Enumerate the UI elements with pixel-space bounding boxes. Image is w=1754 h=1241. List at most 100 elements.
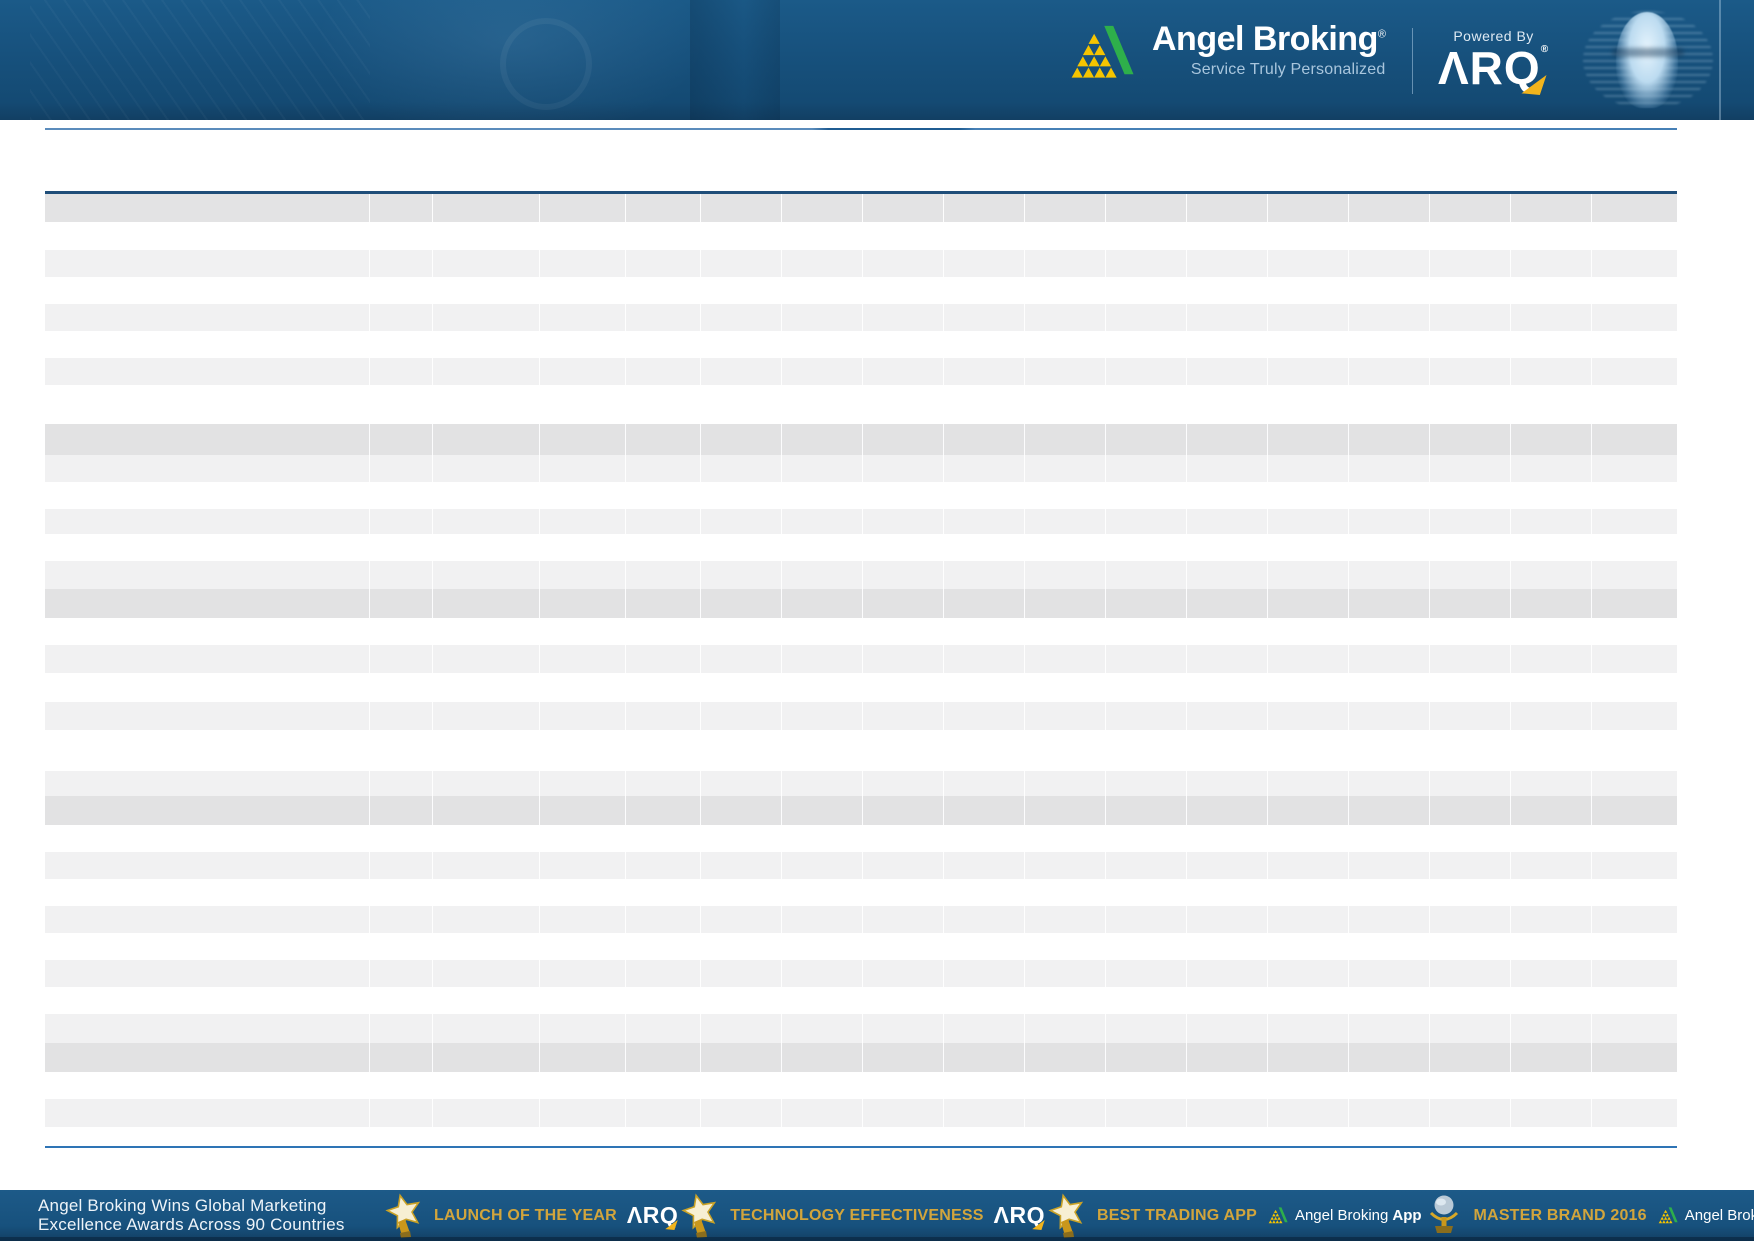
table-cell: [782, 906, 863, 933]
table-cell: [701, 906, 782, 933]
table-cell: [944, 771, 1025, 796]
table-cell: [701, 455, 782, 482]
table-cell: [782, 194, 863, 222]
table-cell: [540, 509, 626, 534]
table-cell: [370, 796, 433, 825]
table-cell: [433, 1043, 540, 1072]
table-cell: [1592, 1014, 1677, 1043]
table-cell: [1025, 852, 1106, 879]
table-cell: [1511, 960, 1592, 987]
table-cell: [782, 1043, 863, 1072]
table-cell: [863, 250, 944, 277]
table-cell: [782, 424, 863, 455]
table-cell: [626, 960, 701, 987]
table-cell: [370, 960, 433, 987]
table-cell: [540, 304, 626, 331]
table-cell: [1187, 561, 1268, 589]
awards-message-line2: Excellence Awards Across 90 Countries: [38, 1215, 345, 1234]
table-cell: [370, 455, 433, 482]
table-cell: [1268, 852, 1349, 879]
table-cell: [863, 304, 944, 331]
table-cell: [626, 1014, 701, 1043]
table-cell: [626, 589, 701, 618]
table-cell: [1106, 194, 1187, 222]
table-cell: [45, 645, 370, 673]
header-ring-texture: [500, 18, 592, 110]
table-cell: [1592, 561, 1677, 589]
table-cell: [1430, 358, 1511, 385]
table-cell: [944, 1014, 1025, 1043]
table-cell: [626, 304, 701, 331]
table-cell: [1592, 194, 1677, 222]
table-cell: [863, 424, 944, 455]
table-cell: [370, 852, 433, 879]
brand-suffix-bold: App: [1392, 1207, 1422, 1224]
table-cell: [370, 645, 433, 673]
table-cell: [782, 1014, 863, 1043]
table-cell: [944, 304, 1025, 331]
table-cell: [626, 250, 701, 277]
table-row: [45, 509, 1677, 534]
table-cell: [1025, 304, 1106, 331]
table-cell: [863, 796, 944, 825]
table-cell: [1430, 645, 1511, 673]
table-cell: [1025, 561, 1106, 589]
table-row: [45, 589, 1677, 618]
table-cell: [370, 1014, 433, 1043]
table-cell: [626, 906, 701, 933]
award-label: MASTER BRAND 2016: [1473, 1206, 1647, 1224]
table-cell: [701, 561, 782, 589]
table-cell: [701, 304, 782, 331]
arq-logo: Powered By ΛRQ®: [1438, 28, 1550, 95]
table-cell: [1268, 509, 1349, 534]
awards-strip: LAUNCH OF THE YEAR ΛRQ TECHNOLOGY EFFECTIV…: [382, 1190, 1754, 1241]
table-cell: [1592, 1099, 1677, 1127]
globe-trophy-icon: [1429, 1193, 1459, 1234]
table-cell: [1430, 960, 1511, 987]
table-row: [45, 1043, 1677, 1072]
table-cell: [433, 645, 540, 673]
table-cell: [370, 906, 433, 933]
table-cell: [1511, 702, 1592, 730]
table-cell: [45, 358, 370, 385]
table-cell: [944, 561, 1025, 589]
table-cell: [45, 906, 370, 933]
top-header-bar: Angel Broking® Service Truly Personalize…: [0, 0, 1754, 120]
table-cell: [1592, 589, 1677, 618]
table-cell: [1268, 589, 1349, 618]
angel-broking-brand-suffix: Angel Broking: [1657, 1206, 1754, 1225]
table-cell: [944, 906, 1025, 933]
table-cell: [433, 771, 540, 796]
table-cell: [45, 771, 370, 796]
table-cell: [433, 589, 540, 618]
table-cell: [1511, 561, 1592, 589]
table-row: [45, 796, 1677, 825]
table-cell: [863, 771, 944, 796]
header-dark-bars: [690, 0, 780, 120]
table-row: [45, 1014, 1677, 1043]
table-cell: [1187, 771, 1268, 796]
table-cell: [1430, 1099, 1511, 1127]
table-cell: [540, 702, 626, 730]
table-cell: [433, 250, 540, 277]
table-cell: [701, 852, 782, 879]
table-cell: [1187, 304, 1268, 331]
brand-tagline: Service Truly Personalized: [1190, 60, 1386, 78]
table-cell: [433, 561, 540, 589]
table-cell: [1268, 1014, 1349, 1043]
table-cell: [540, 358, 626, 385]
table-cell: [1511, 304, 1592, 331]
header-divider: [1412, 28, 1413, 94]
table-cell: [863, 645, 944, 673]
table-cell: [1592, 771, 1677, 796]
table-cell: [944, 960, 1025, 987]
table-cell: [1187, 1014, 1268, 1043]
table-cell: [1511, 771, 1592, 796]
table-cell: [1187, 1043, 1268, 1072]
table-cell: [370, 702, 433, 730]
arq-wordmark: ΛRQ®: [1438, 42, 1550, 95]
table-cell: [782, 960, 863, 987]
table-cell: [1349, 424, 1430, 455]
table-cell: [1025, 1043, 1106, 1072]
